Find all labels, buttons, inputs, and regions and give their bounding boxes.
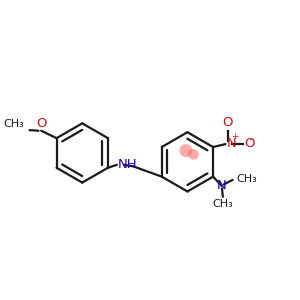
Text: O: O <box>222 116 233 129</box>
Text: O: O <box>36 117 46 130</box>
Text: ⁻: ⁻ <box>248 137 254 147</box>
Circle shape <box>188 149 199 160</box>
Text: O: O <box>244 137 255 150</box>
Text: +: + <box>231 132 238 141</box>
Circle shape <box>179 144 193 157</box>
Text: CH₃: CH₃ <box>236 174 257 184</box>
Text: N: N <box>217 179 227 192</box>
Text: CH₃: CH₃ <box>4 119 25 129</box>
Text: CH₃: CH₃ <box>212 200 233 209</box>
Text: N: N <box>226 137 236 150</box>
Text: NH: NH <box>117 158 137 171</box>
